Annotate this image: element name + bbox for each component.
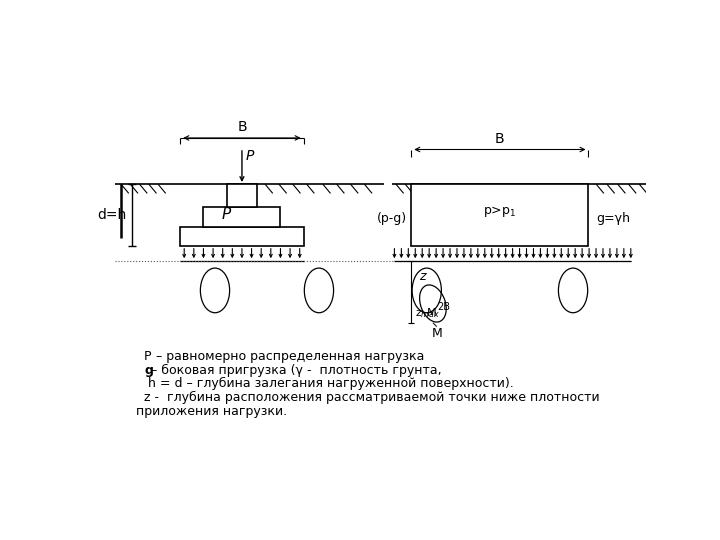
Text: M: M <box>431 327 442 340</box>
Text: g=γh: g=γh <box>596 212 630 225</box>
Text: B: B <box>237 120 247 134</box>
Text: приложения нагрузки.: приложения нагрузки. <box>137 405 287 418</box>
Text: g: g <box>144 363 153 376</box>
Bar <box>204 207 281 226</box>
Text: p>p$_1$: p>p$_1$ <box>483 204 516 219</box>
Text: – боковая пригрузка (γ -  плотность грунта,: – боковая пригрузка (γ - плотность грунт… <box>151 363 441 376</box>
Bar <box>411 184 588 246</box>
Text: M: M <box>426 308 436 318</box>
Bar <box>227 184 257 207</box>
Text: z: z <box>419 270 426 283</box>
Bar <box>180 226 304 246</box>
Text: d=h: d=h <box>97 208 127 222</box>
Text: P: P <box>222 207 231 222</box>
Text: z$_{max}$: z$_{max}$ <box>415 309 440 320</box>
Text: 2B: 2B <box>437 302 450 312</box>
Text: (p-g): (p-g) <box>377 212 408 225</box>
Text: P: P <box>246 150 254 164</box>
Text: – равномерно распределенная нагрузка: – равномерно распределенная нагрузка <box>152 350 424 363</box>
Text: z -  глубина расположения рассматриваемой точки ниже плотности: z - глубина расположения рассматриваемой… <box>144 392 600 404</box>
Text: P: P <box>144 350 152 363</box>
Text: h = d – глубина залегания нагруженной поверхности).: h = d – глубина залегания нагруженной по… <box>144 377 514 390</box>
Text: B: B <box>495 132 505 146</box>
